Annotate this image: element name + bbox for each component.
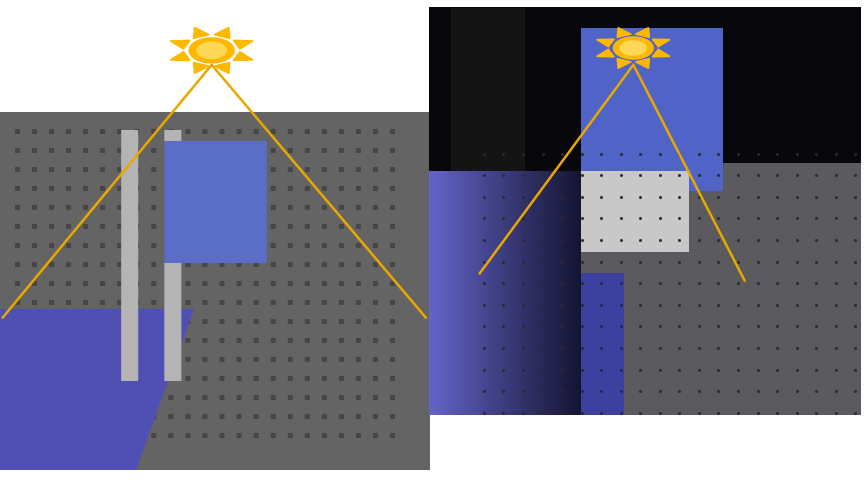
Polygon shape [214,62,230,73]
Polygon shape [233,52,253,60]
Polygon shape [597,49,614,57]
Circle shape [613,37,653,59]
Circle shape [189,38,234,63]
Polygon shape [635,59,650,68]
Polygon shape [194,27,209,38]
Polygon shape [652,39,670,47]
Polygon shape [170,52,190,60]
Polygon shape [617,28,632,37]
Polygon shape [617,59,632,68]
Circle shape [620,41,646,55]
Polygon shape [597,39,614,47]
Circle shape [197,42,226,59]
Polygon shape [194,62,209,73]
Polygon shape [214,27,230,38]
Polygon shape [635,28,650,37]
Polygon shape [652,49,670,57]
Polygon shape [170,40,190,49]
Polygon shape [233,40,253,49]
